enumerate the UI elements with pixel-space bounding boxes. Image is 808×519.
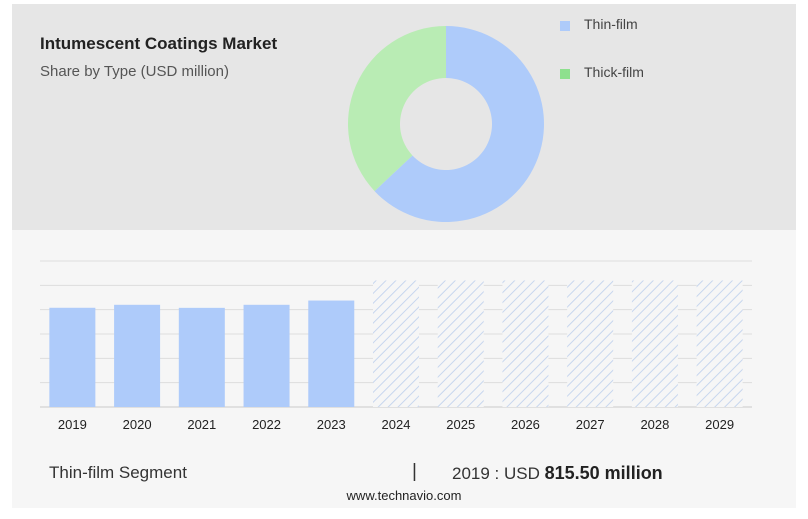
x-tick-label-2020: 2020 — [123, 417, 152, 432]
donut-slice-thick-film — [348, 26, 446, 192]
x-tick-label-2027: 2027 — [576, 417, 605, 432]
x-tick-label-2026: 2026 — [511, 417, 540, 432]
donut-chart — [348, 26, 544, 222]
forecast-bar-2026 — [502, 280, 549, 407]
legend-label-thin-film: Thin-film — [584, 16, 638, 32]
x-tick-label-2023: 2023 — [317, 417, 346, 432]
bar-2021 — [178, 307, 225, 407]
bar-2020 — [114, 304, 161, 407]
website-url: www.technavio.com — [346, 488, 462, 503]
x-tick-label-2025: 2025 — [446, 417, 475, 432]
x-tick-label-2022: 2022 — [252, 417, 281, 432]
segment-value-prefix: 2019 : USD — [452, 464, 540, 483]
legend-item-thick-film: Thick-film — [560, 64, 760, 84]
segment-label: Thin-film Segment — [49, 463, 187, 482]
x-tick-label-2028: 2028 — [640, 417, 669, 432]
forecast-bar-2027 — [567, 280, 614, 407]
bar-2022 — [243, 304, 290, 407]
chart-subtitle: Share by Type (USD million) — [40, 63, 229, 80]
segment-value: 2019 : USD 815.50 million — [452, 463, 663, 484]
bar-2023 — [308, 300, 355, 407]
forecast-bar-2028 — [631, 280, 678, 407]
x-tick-label-2021: 2021 — [187, 417, 216, 432]
chart-title: Intumescent Coatings Market — [40, 34, 278, 53]
bar-2019 — [49, 307, 96, 407]
donut-slice-thin-film — [374, 26, 544, 222]
legend-item-thin-film: Thin-film — [560, 16, 760, 36]
legend-swatch-thin-film — [560, 21, 570, 31]
x-tick-label-2029: 2029 — [705, 417, 734, 432]
forecast-bar-2025 — [437, 280, 484, 407]
bar-chart: 2019 2020 2021 2022 2023 2024 2025 2026 2027 2028… — [40, 260, 752, 432]
x-tick-label-2024: 2024 — [382, 417, 411, 432]
legend-swatch-thick-film — [560, 69, 570, 79]
legend-label-thick-film: Thick-film — [584, 64, 644, 80]
forecast-bar-2029 — [696, 280, 743, 407]
segment-value-amount: 815.50 million — [544, 463, 663, 483]
footer-separator: | — [412, 461, 417, 482]
x-tick-label-2019: 2019 — [58, 417, 87, 432]
forecast-bar-2024 — [373, 280, 419, 407]
